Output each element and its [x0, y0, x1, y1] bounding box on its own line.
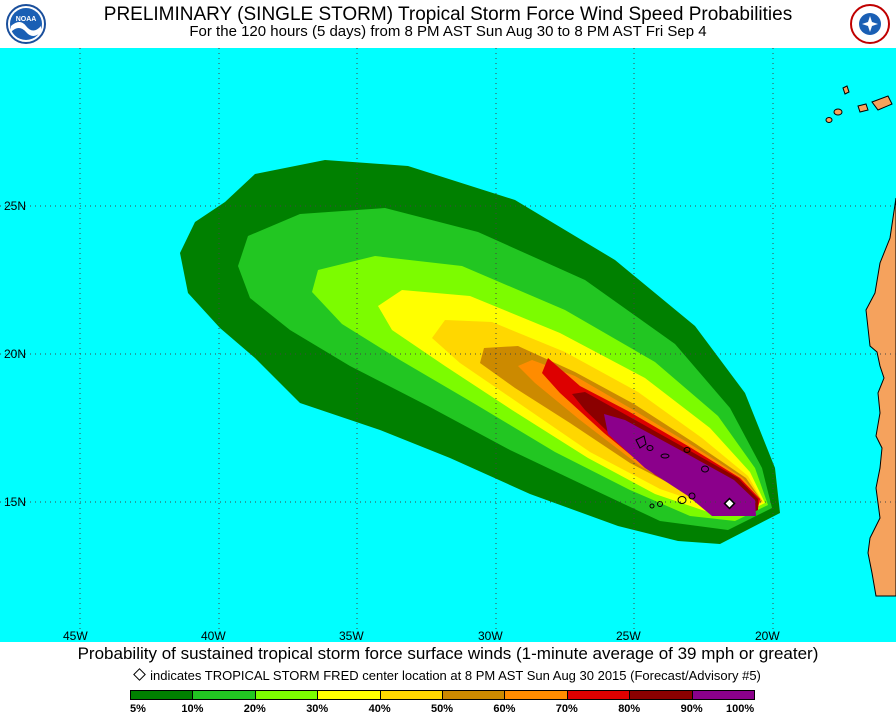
legend-swatch — [192, 690, 256, 700]
legend-swatch — [442, 690, 506, 700]
probability-legend: 5% 10% 20% 30% 40% 50% 60% 70% 80% 90% 100% — [130, 690, 755, 716]
lon-label-20w: 20W — [755, 629, 780, 643]
legend-swatch — [379, 690, 443, 700]
map-caption: Probability of sustained tropical storm … — [77, 644, 819, 663]
lon-label-30w: 30W — [478, 629, 503, 643]
lon-label-45w: 45W — [63, 629, 88, 643]
noaa-logo: NOAA — [6, 4, 46, 44]
diamond-icon — [133, 668, 146, 681]
legend-label: 70% — [555, 703, 578, 715]
legend-swatch — [566, 690, 631, 700]
probability-map: 25N 20N 15N 45W 40W 35W 30W 25W 20W — [0, 48, 896, 646]
storm-center-icon — [723, 497, 736, 510]
storm-note: indicates TROPICAL STORM FRED center loc… — [0, 668, 896, 684]
lon-label-25w: 25W — [616, 629, 641, 643]
band-90-100 — [604, 414, 756, 516]
svg-text:NOAA: NOAA — [16, 16, 37, 23]
lon-label-35w: 35W — [339, 629, 364, 643]
storm-note-text: indicates TROPICAL STORM FRED center loc… — [150, 668, 761, 683]
legend-label: 90% — [680, 703, 703, 715]
legend-label: 80% — [618, 703, 641, 715]
header: NOAA PRELIMINARY (SINGLE STORM) Tropical… — [0, 0, 896, 48]
lat-label-20n: 20N — [4, 347, 26, 361]
legend-label: 50% — [431, 703, 454, 715]
page-subtitle: For the 120 hours (5 days) from 8 PM AST… — [189, 23, 707, 40]
page-title: PRELIMINARY (SINGLE STORM) Tropical Stor… — [103, 4, 793, 25]
canary-islands — [825, 85, 893, 123]
lat-label-15n: 15N — [4, 495, 26, 509]
lon-label-40w: 40W — [201, 629, 226, 643]
legend-swatch — [691, 690, 755, 700]
legend-label: 60% — [493, 703, 516, 715]
legend-label: 10% — [181, 703, 204, 715]
legend-swatch — [130, 690, 194, 700]
legend-swatch — [629, 690, 693, 700]
legend-label: 40% — [368, 703, 391, 715]
nws-logo — [850, 4, 890, 44]
legend-swatch — [254, 690, 319, 700]
legend-label: 5% — [130, 703, 146, 715]
legend-swatch — [317, 690, 381, 700]
legend-swatch — [504, 690, 568, 700]
legend-label: 100% — [726, 703, 755, 715]
africa-coast — [865, 197, 896, 597]
legend-label: 30% — [306, 703, 329, 715]
lat-label-25n: 25N — [4, 199, 26, 213]
footer: Probability of sustained tropical storm … — [0, 642, 896, 716]
legend-label: 20% — [243, 703, 266, 715]
